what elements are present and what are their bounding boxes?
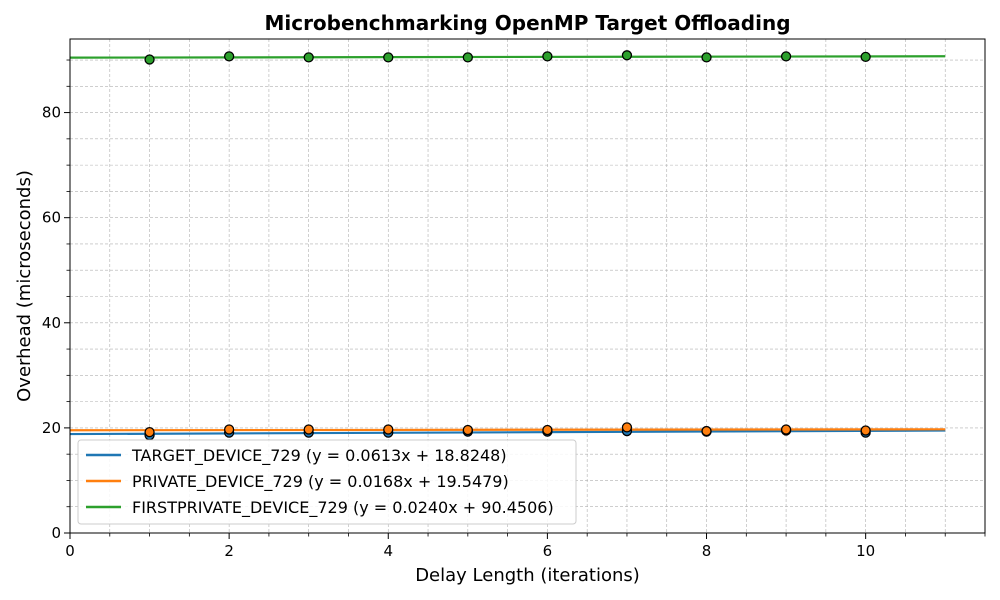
y-tick-label: 0 (51, 524, 61, 542)
plot-frame (69, 38, 986, 534)
data-point-series-1 (780, 424, 792, 435)
x-tick-label: 4 (383, 542, 393, 560)
data-point-series-2 (860, 51, 871, 63)
legend-entry-firstprivate-device: FIRSTPRIVATE_DEVICE_729 (y = 0.0240x + 9… (132, 498, 554, 518)
legend-box (77, 439, 577, 525)
legend: TARGET_DEVICE_729 (y = 0.0613x + 18.8248… (77, 439, 577, 525)
y-tick-label: 60 (42, 209, 61, 227)
x-tick-label: 8 (702, 542, 712, 560)
data-point-series-2 (621, 50, 633, 61)
y-tick-label: 20 (42, 419, 61, 437)
data-point-series-2 (303, 52, 314, 63)
minor-ticks (66, 59, 986, 537)
x-tick-label: 0 (65, 542, 75, 560)
data-point-series-1 (303, 424, 314, 435)
data-point-series-2 (780, 51, 792, 62)
data-point-series-2 (223, 51, 235, 62)
fit-line-series-1 (69, 428, 946, 432)
fit-line-series-2 (69, 55, 946, 59)
x-tick-label: 2 (224, 542, 234, 560)
x-axis-label: Delay Length (iterations) (415, 565, 640, 586)
data-point-series-2 (462, 52, 473, 63)
chart-title: Microbenchmarking OpenMP Target Offloadi… (264, 11, 790, 35)
data-point-series-2 (542, 51, 553, 62)
x-tick-label: 10 (856, 542, 875, 560)
data-point-series-2 (144, 54, 155, 65)
y-tick-label: 80 (42, 104, 61, 122)
fit-lines (69, 55, 946, 436)
x-tick-label: 6 (543, 542, 553, 560)
axis-ticks: 0 2 4 6 8 10 0 20 40 60 80 (42, 104, 875, 560)
data-point-series-2 (701, 52, 712, 63)
y-axis-label: Overhead (microseconds) (14, 170, 35, 402)
fit-line-series-0 (69, 429, 946, 436)
data-point-series-2 (383, 52, 394, 63)
data-point-series-1 (542, 424, 553, 436)
data-point-series-1 (860, 425, 871, 436)
data-point-series-1 (383, 424, 394, 435)
data-point-series-1 (223, 424, 235, 435)
data-point-series-1 (144, 426, 155, 438)
data-point-series-1 (462, 424, 473, 436)
legend-entry-target-device: TARGET_DEVICE_729 (y = 0.0613x + 18.8248… (131, 446, 507, 466)
data-points (144, 50, 871, 441)
y-tick-label: 40 (42, 314, 61, 332)
data-point-series-1 (621, 422, 633, 433)
data-point-series-1 (701, 425, 712, 437)
legend-entry-private-device: PRIVATE_DEVICE_729 (y = 0.0168x + 19.547… (132, 472, 509, 492)
